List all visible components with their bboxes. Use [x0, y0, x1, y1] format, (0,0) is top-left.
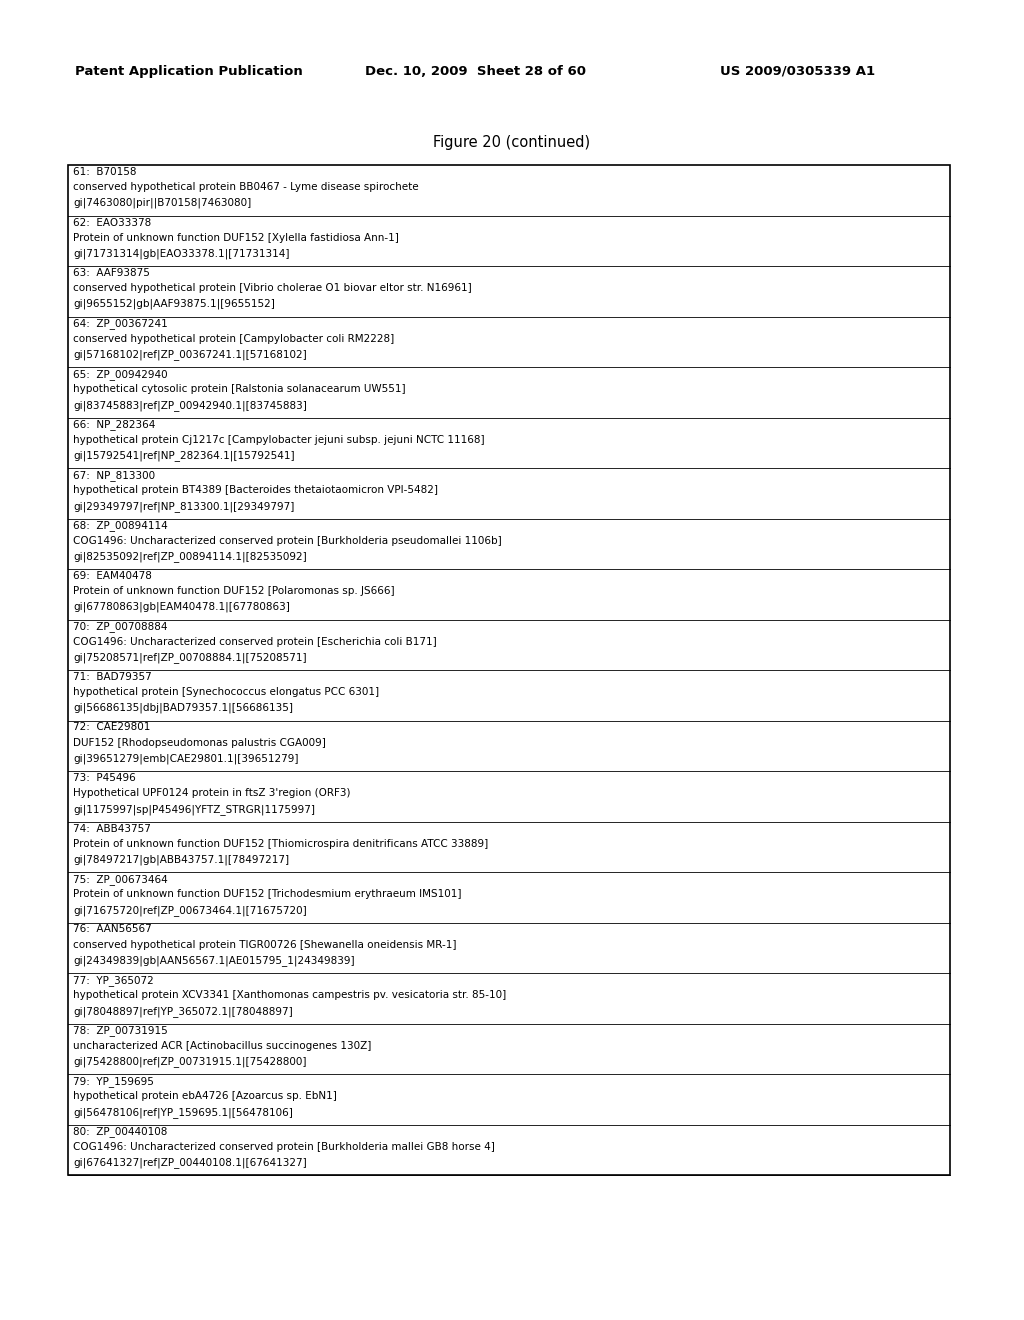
Text: gi|56478106|ref|YP_159695.1|[56478106]: gi|56478106|ref|YP_159695.1|[56478106]: [73, 1106, 293, 1118]
Text: 65:  ZP_00942940: 65: ZP_00942940: [73, 370, 168, 380]
Text: Protein of unknown function DUF152 [Thiomicrospira denitrificans ATCC 33889]: Protein of unknown function DUF152 [Thio…: [73, 838, 488, 849]
Text: gi|71731314|gb|EAO33378.1|[71731314]: gi|71731314|gb|EAO33378.1|[71731314]: [73, 248, 290, 259]
Text: 68:  ZP_00894114: 68: ZP_00894114: [73, 520, 168, 532]
Text: gi|56686135|dbj|BAD79357.1|[56686135]: gi|56686135|dbj|BAD79357.1|[56686135]: [73, 702, 293, 713]
Text: gi|9655152|gb|AAF93875.1|[9655152]: gi|9655152|gb|AAF93875.1|[9655152]: [73, 298, 274, 309]
Text: 75:  ZP_00673464: 75: ZP_00673464: [73, 874, 168, 884]
Text: gi|78497217|gb|ABB43757.1|[78497217]: gi|78497217|gb|ABB43757.1|[78497217]: [73, 854, 289, 865]
Text: gi|67780863|gb|EAM40478.1|[67780863]: gi|67780863|gb|EAM40478.1|[67780863]: [73, 602, 290, 612]
Text: gi|1175997|sp|P45496|YFTZ_STRGR|1175997]: gi|1175997|sp|P45496|YFTZ_STRGR|1175997]: [73, 804, 315, 814]
Text: hypothetical protein ebA4726 [Azoarcus sp. EbN1]: hypothetical protein ebA4726 [Azoarcus s…: [73, 1092, 337, 1101]
Text: conserved hypothetical protein [Campylobacter coli RM2228]: conserved hypothetical protein [Campylob…: [73, 334, 394, 343]
Text: Patent Application Publication: Patent Application Publication: [75, 65, 303, 78]
Text: conserved hypothetical protein [Vibrio cholerae O1 biovar eltor str. N16961]: conserved hypothetical protein [Vibrio c…: [73, 284, 472, 293]
Text: 63:  AAF93875: 63: AAF93875: [73, 268, 150, 279]
Text: 66:  NP_282364: 66: NP_282364: [73, 420, 156, 430]
Text: 70:  ZP_00708884: 70: ZP_00708884: [73, 622, 168, 632]
Text: hypothetical protein Cj1217c [Campylobacter jejuni subsp. jejuni NCTC 11168]: hypothetical protein Cj1217c [Campylobac…: [73, 434, 484, 445]
Text: COG1496: Uncharacterized conserved protein [Burkholderia mallei GB8 horse 4]: COG1496: Uncharacterized conserved prote…: [73, 1142, 495, 1152]
Text: 64:  ZP_00367241: 64: ZP_00367241: [73, 318, 168, 330]
Text: Hypothetical UPF0124 protein in ftsZ 3'region (ORF3): Hypothetical UPF0124 protein in ftsZ 3'r…: [73, 788, 350, 799]
Text: gi|24349839|gb|AAN56567.1|AE015795_1|24349839]: gi|24349839|gb|AAN56567.1|AE015795_1|243…: [73, 956, 354, 966]
Text: 72:  CAE29801: 72: CAE29801: [73, 722, 151, 733]
Text: 79:  YP_159695: 79: YP_159695: [73, 1076, 154, 1086]
Text: 69:  EAM40478: 69: EAM40478: [73, 572, 152, 581]
Text: DUF152 [Rhodopseudomonas palustris CGA009]: DUF152 [Rhodopseudomonas palustris CGA00…: [73, 738, 326, 748]
Text: gi|67641327|ref|ZP_00440108.1|[67641327]: gi|67641327|ref|ZP_00440108.1|[67641327]: [73, 1158, 307, 1168]
Text: Protein of unknown function DUF152 [Trichodesmium erythraeum IMS101]: Protein of unknown function DUF152 [Tric…: [73, 890, 462, 899]
Text: hypothetical protein BT4389 [Bacteroides thetaiotaomicron VPI-5482]: hypothetical protein BT4389 [Bacteroides…: [73, 486, 438, 495]
Text: COG1496: Uncharacterized conserved protein [Burkholderia pseudomallei 1106b]: COG1496: Uncharacterized conserved prote…: [73, 536, 502, 545]
Text: 62:  EAO33378: 62: EAO33378: [73, 218, 152, 227]
Text: 67:  NP_813300: 67: NP_813300: [73, 470, 155, 480]
Text: hypothetical protein XCV3341 [Xanthomonas campestris pv. vesicatoria str. 85-10]: hypothetical protein XCV3341 [Xanthomona…: [73, 990, 506, 1001]
Text: COG1496: Uncharacterized conserved protein [Escherichia coli B171]: COG1496: Uncharacterized conserved prote…: [73, 636, 437, 647]
Text: 76:  AAN56567: 76: AAN56567: [73, 924, 152, 935]
Text: 78:  ZP_00731915: 78: ZP_00731915: [73, 1026, 168, 1036]
Text: conserved hypothetical protein BB0467 - Lyme disease spirochete: conserved hypothetical protein BB0467 - …: [73, 182, 419, 193]
Text: gi|57168102|ref|ZP_00367241.1|[57168102]: gi|57168102|ref|ZP_00367241.1|[57168102]: [73, 348, 307, 360]
Text: conserved hypothetical protein TIGR00726 [Shewanella oneidensis MR-1]: conserved hypothetical protein TIGR00726…: [73, 940, 457, 950]
Text: hypothetical protein [Synechococcus elongatus PCC 6301]: hypothetical protein [Synechococcus elon…: [73, 688, 379, 697]
Text: 77:  YP_365072: 77: YP_365072: [73, 975, 154, 986]
Text: 80:  ZP_00440108: 80: ZP_00440108: [73, 1126, 167, 1138]
Text: gi|83745883|ref|ZP_00942940.1|[83745883]: gi|83745883|ref|ZP_00942940.1|[83745883]: [73, 400, 307, 411]
Text: Dec. 10, 2009  Sheet 28 of 60: Dec. 10, 2009 Sheet 28 of 60: [365, 65, 586, 78]
Text: 61:  B70158: 61: B70158: [73, 168, 136, 177]
Text: gi|75208571|ref|ZP_00708884.1|[75208571]: gi|75208571|ref|ZP_00708884.1|[75208571]: [73, 652, 306, 663]
Text: gi|7463080|pir||B70158|7463080]: gi|7463080|pir||B70158|7463080]: [73, 198, 251, 209]
Text: gi|82535092|ref|ZP_00894114.1|[82535092]: gi|82535092|ref|ZP_00894114.1|[82535092]: [73, 552, 307, 562]
Text: US 2009/0305339 A1: US 2009/0305339 A1: [720, 65, 876, 78]
Text: 71:  BAD79357: 71: BAD79357: [73, 672, 152, 682]
Text: Figure 20 (continued): Figure 20 (continued): [433, 135, 591, 150]
Text: hypothetical cytosolic protein [Ralstonia solanacearum UW551]: hypothetical cytosolic protein [Ralstoni…: [73, 384, 406, 395]
Text: Protein of unknown function DUF152 [Xylella fastidiosa Ann-1]: Protein of unknown function DUF152 [Xyle…: [73, 232, 399, 243]
Bar: [68, 165, 950, 1175]
Text: 74:  ABB43757: 74: ABB43757: [73, 824, 151, 833]
Text: 73:  P45496: 73: P45496: [73, 774, 136, 783]
Text: gi|78048897|ref|YP_365072.1|[78048897]: gi|78048897|ref|YP_365072.1|[78048897]: [73, 1006, 293, 1016]
Text: gi|71675720|ref|ZP_00673464.1|[71675720]: gi|71675720|ref|ZP_00673464.1|[71675720]: [73, 904, 307, 916]
Text: gi|15792541|ref|NP_282364.1|[15792541]: gi|15792541|ref|NP_282364.1|[15792541]: [73, 450, 295, 461]
Text: gi|29349797|ref|NP_813300.1|[29349797]: gi|29349797|ref|NP_813300.1|[29349797]: [73, 500, 294, 512]
Text: gi|75428800|ref|ZP_00731915.1|[75428800]: gi|75428800|ref|ZP_00731915.1|[75428800]: [73, 1056, 306, 1067]
Text: Protein of unknown function DUF152 [Polaromonas sp. JS666]: Protein of unknown function DUF152 [Pola…: [73, 586, 394, 597]
Text: gi|39651279|emb|CAE29801.1|[39651279]: gi|39651279|emb|CAE29801.1|[39651279]: [73, 754, 299, 763]
Text: uncharacterized ACR [Actinobacillus succinogenes 130Z]: uncharacterized ACR [Actinobacillus succ…: [73, 1040, 372, 1051]
